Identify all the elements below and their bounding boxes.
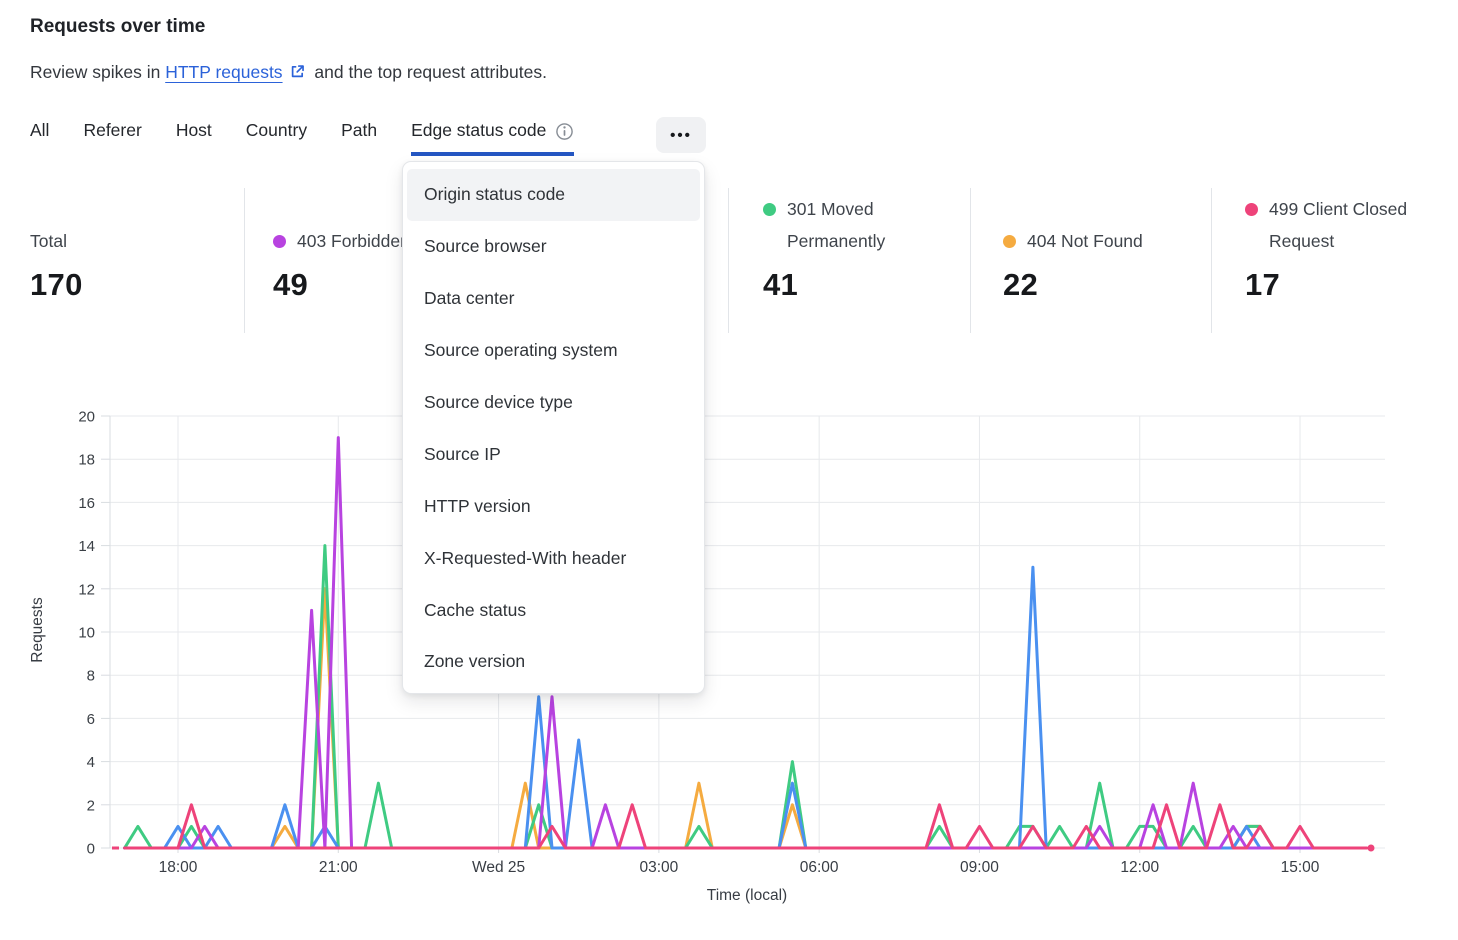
stat-label: Total (30, 231, 67, 252)
x-tick-label: Wed 25 (472, 859, 525, 876)
stat-label: 301 Moved Permanently (787, 199, 886, 252)
stat-value: 170 (30, 267, 83, 302)
y-tick-label: 14 (78, 538, 95, 555)
x-axis-title: Time (local) (707, 887, 787, 904)
series-line-unlabeled-legend-hidden-behind-menu (123, 565, 1355, 850)
subtitle-text-2: and the top request attributes. (309, 62, 547, 82)
y-tick-label: 10 (78, 625, 95, 642)
y-tick-label: 6 (87, 711, 95, 728)
x-tick-label: 06:00 (800, 859, 839, 876)
external-link-icon (289, 63, 306, 85)
attribute-dropdown-menu: Origin status code Source browser Data cen… (402, 161, 705, 694)
stat-404-not-found: 404 Not Found 22 (1003, 196, 1193, 303)
y-tick-label: 12 (78, 581, 95, 598)
y-tick-label: 20 (78, 409, 95, 426)
stat-403-forbidden: 403 Forbidden 49 (273, 196, 463, 303)
stat-dot (273, 235, 286, 249)
y-axis-title: Requests (29, 597, 46, 663)
tab-referer[interactable]: Referer (83, 120, 142, 140)
y-tick-label: 18 (78, 452, 95, 469)
active-tab-label: Edge status code (411, 120, 547, 140)
subtitle-text: Review spikes in (30, 62, 166, 82)
stat-value: 49 (273, 267, 309, 302)
dropdown-item-source-ip[interactable]: Source IP (424, 443, 501, 464)
stat-divider (244, 188, 245, 333)
tab-country[interactable]: Country (245, 120, 308, 140)
dropdown-item-source-device-type[interactable]: Source device type (424, 392, 573, 412)
more-tabs-button[interactable]: ••• (656, 117, 706, 153)
y-tick-label: 0 (87, 841, 95, 858)
stat-value: 22 (1003, 267, 1039, 302)
stat-dot (1003, 235, 1016, 249)
stat-value: 17 (1245, 267, 1281, 302)
requests-chart[interactable]: Requests Time (local) 0 2 4 6 8 10 12 14 16 18 20 1… (0, 400, 1458, 940)
stat-value: 41 (763, 267, 799, 302)
dropdown-item-source-operating-system[interactable]: Source operating system (424, 340, 618, 361)
ellipsis-icon: ••• (670, 126, 692, 144)
tab-all[interactable]: All (30, 120, 50, 140)
dropdown-item-origin-status-code[interactable]: Origin status code (407, 169, 700, 221)
dropdown-item-http-version[interactable]: HTTP version (424, 495, 531, 516)
stat-divider (970, 188, 971, 333)
dropdown-item-cache-status[interactable]: Cache status (424, 599, 527, 620)
stat-total: Total 170 (30, 196, 220, 303)
series-line-301-moved-permanently (123, 544, 1355, 850)
series-line-403-forbidden (123, 436, 1355, 850)
dropdown-item-x-requested-with-header[interactable]: X-Requested-With header (424, 547, 627, 568)
tab-host[interactable]: Host (175, 120, 212, 140)
page-subtitle: Review spikes in HTTP requests and the t… (30, 62, 547, 85)
x-tick-label: 12:00 (1120, 859, 1159, 876)
stat-499-client-closed-request: 499 Client Closed Request 17 (1245, 196, 1435, 303)
attribute-tabs: All Referer Host Country Path Edge status cod… (30, 120, 575, 156)
x-tick-label: 18:00 (159, 859, 198, 876)
y-tick-label: 16 (78, 495, 95, 512)
dropdown-item-source-browser[interactable]: Source browser (424, 236, 547, 257)
y-tick-label: 2 (87, 797, 95, 814)
stat-dot (763, 203, 776, 217)
series-end-marker (1367, 844, 1375, 852)
stat-301-moved-permanently: 301 Moved Permanently 41 (763, 196, 953, 303)
page-title: Requests over time (30, 16, 206, 37)
x-tick-label: 09:00 (960, 859, 999, 876)
dropdown-item-zone-version[interactable]: Zone version (424, 651, 526, 672)
stat-divider (728, 188, 729, 333)
stat-dot (1245, 203, 1258, 217)
stat-label: 404 Not Found (1027, 231, 1143, 252)
y-tick-label: 4 (87, 754, 95, 771)
stat-label: 499 Client Closed Request (1269, 199, 1408, 252)
x-tick-label: 21:00 (319, 859, 358, 876)
tab-path[interactable]: Path (341, 120, 378, 140)
dropdown-item-data-center[interactable]: Data center (424, 288, 515, 309)
stat-divider (1211, 188, 1212, 333)
tab-edge-status-code[interactable]: Edge status code (411, 120, 575, 156)
x-tick-label: 15:00 (1281, 859, 1320, 876)
series-line-499-client-closed-request (123, 803, 1369, 850)
x-tick-label: 03:00 (639, 859, 678, 876)
http-requests-link[interactable]: HTTP requests (165, 62, 283, 82)
y-tick-label: 8 (87, 668, 95, 685)
stat-label: 403 Forbidden (297, 231, 410, 252)
info-icon[interactable] (555, 122, 574, 141)
